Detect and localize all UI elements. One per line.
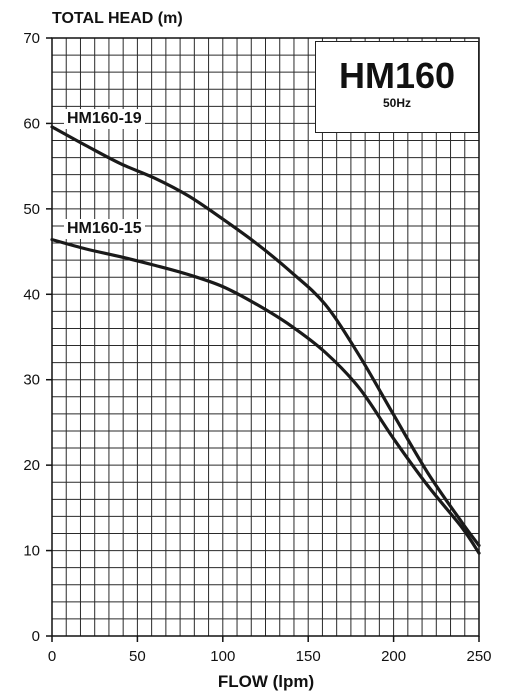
series-label-hm160-15: HM160-15 [64,219,145,239]
x-tick-label: 50 [129,648,146,665]
y-tick-label: 70 [23,30,40,47]
series-label-hm160-19: HM160-19 [64,109,145,129]
model-name: HM160 [338,55,456,96]
x-tick-label: 250 [466,648,491,665]
series-line-hm160-15 [50,238,481,555]
x-tick-label: 200 [381,648,406,665]
y-tick-label: 10 [23,543,40,560]
x-axis-title: FLOW (lpm) [217,672,315,691]
y-tick-label: 50 [23,201,40,218]
series-line-hm160-19 [50,125,481,548]
y-tick-label: 30 [23,372,40,389]
series-lines [50,125,481,555]
frequency-label: 50Hz [382,96,411,110]
grid [52,38,479,636]
x-tick-label: 100 [210,648,235,665]
y-axis-title: TOTAL HEAD (m) [52,10,183,27]
y-tick-label: 60 [23,115,40,132]
plot-frame [51,37,480,637]
y-tick-label: 0 [32,628,40,645]
x-tick-label: 150 [296,648,321,665]
y-tick-label: 20 [23,457,40,474]
axes [46,37,480,642]
tick-labels: 0 50 100 150 200 250 0 10 20 30 40 50 60 70 [23,30,491,665]
x-tick-label: 0 [48,648,56,665]
model-box: HM160 50Hz [315,41,479,133]
y-tick-label: 40 [23,286,40,303]
